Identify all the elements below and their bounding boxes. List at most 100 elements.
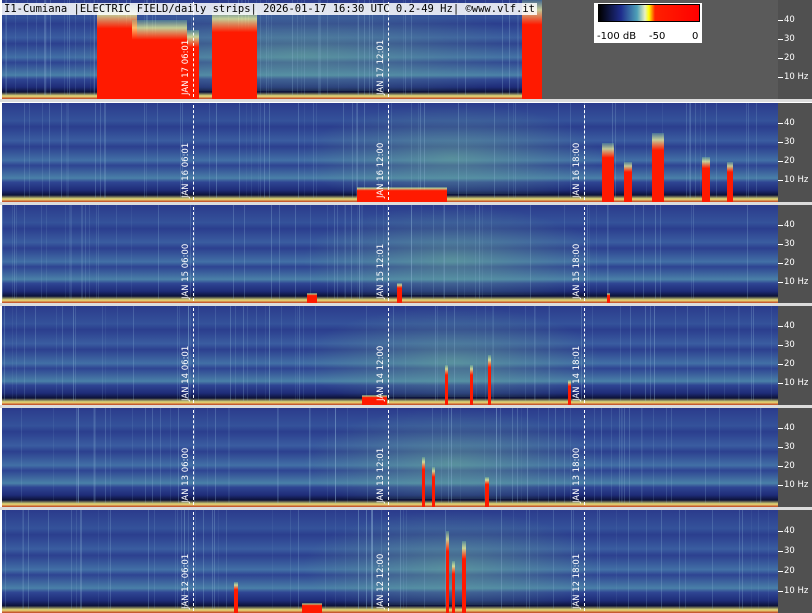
noise-streak (66, 103, 67, 198)
noise-streak (268, 0, 269, 95)
noise-streak (243, 306, 244, 401)
noise-streak (534, 306, 535, 401)
noise-streak (482, 510, 483, 609)
noise-streak (457, 205, 458, 299)
noise-streak (158, 205, 159, 299)
noise-streak (116, 205, 117, 299)
noise-streak (357, 205, 358, 299)
noise-streak (44, 0, 45, 95)
noise-streak (364, 0, 365, 95)
noise-streak (15, 0, 16, 95)
noise-streak (214, 510, 215, 609)
noise-streak (146, 103, 147, 198)
colorbar-label-min: -100 dB (597, 31, 637, 42)
noise-streak (509, 0, 510, 95)
noise-streak (587, 205, 588, 299)
noise-streak (693, 205, 694, 299)
noise-streak (258, 103, 259, 198)
time-marker-line (584, 512, 585, 611)
noise-streak (362, 205, 363, 299)
noise-streak (110, 510, 111, 609)
noise-streak (624, 408, 625, 503)
noise-streak (712, 510, 713, 609)
noise-streak (195, 510, 196, 609)
noise-streak (494, 103, 495, 198)
chart-title: I1-Cumiana |ELECTRIC FIELD/daily strips|… (2, 3, 538, 15)
noise-streak (451, 408, 452, 503)
noise-streak (599, 510, 600, 609)
frequency-tick (778, 142, 783, 143)
noise-streak (465, 0, 466, 95)
noise-streak (622, 408, 623, 503)
noise-streak (381, 510, 382, 609)
noise-streak (607, 205, 608, 299)
noise-streak (746, 103, 747, 198)
noise-streak (2, 205, 3, 299)
noise-streak (359, 205, 360, 299)
noise-streak (295, 306, 296, 401)
noise-streak (553, 510, 554, 609)
noise-streak (62, 306, 63, 401)
noise-streak (564, 205, 565, 299)
noise-streak (67, 103, 68, 198)
noise-streak (687, 306, 688, 401)
frequency-tick (778, 571, 783, 572)
strip-separator (0, 202, 812, 205)
noise-streak (485, 306, 486, 401)
noise-streak (269, 103, 270, 198)
noise-streak (624, 103, 625, 198)
noise-streak (105, 306, 106, 401)
noise-streak (364, 0, 365, 95)
noise-streak (194, 408, 195, 503)
noise-streak (356, 103, 357, 198)
time-marker-label: JAN 16 06:01 (181, 142, 191, 198)
noise-streak (537, 510, 538, 609)
noise-streak (24, 205, 25, 299)
frequency-tick (778, 485, 783, 486)
noise-streak (549, 306, 550, 401)
noise-streak (319, 0, 320, 95)
red-burst (485, 477, 489, 507)
time-marker-line (388, 2, 389, 97)
noise-streak (695, 103, 696, 198)
noise-streak (68, 103, 69, 198)
time-marker-label: JAN 12 06:01 (181, 553, 191, 609)
noise-streak (73, 306, 74, 401)
frequency-tick (778, 591, 783, 592)
frequency-tick (778, 383, 783, 384)
frequency-tick-label: 20 (784, 566, 795, 576)
noise-streak (71, 510, 72, 609)
noise-streak (12, 205, 13, 299)
noise-streak (457, 0, 458, 95)
frequency-tick (778, 58, 783, 59)
noise-streak (299, 306, 300, 401)
red-burst (702, 157, 710, 202)
noise-streak (451, 408, 452, 503)
noise-streak (209, 103, 210, 198)
red-burst (432, 467, 435, 507)
noise-streak (691, 205, 692, 299)
time-marker-line (584, 410, 585, 505)
strip-separator (0, 405, 812, 408)
noise-streak (228, 408, 229, 503)
noise-streak (304, 0, 305, 95)
noise-streak (16, 306, 17, 401)
noise-streak (712, 510, 713, 609)
noise-streak (376, 205, 377, 299)
frequency-tick-label: 20 (784, 156, 795, 166)
noise-streak (265, 306, 266, 401)
frequency-tick (778, 345, 783, 346)
time-marker-label: JAN 12 18:01 (572, 553, 582, 609)
red-burst (470, 365, 473, 405)
time-marker-label: JAN 14 12:00 (376, 345, 386, 401)
noise-streak (366, 510, 367, 609)
noise-streak (366, 306, 367, 401)
noise-streak (157, 103, 158, 198)
noise-streak (411, 205, 412, 299)
noise-streak (753, 306, 754, 401)
noise-streak (479, 205, 480, 299)
noise-streak (5, 0, 6, 95)
noise-streak (260, 103, 261, 198)
noise-streak (435, 306, 436, 401)
noise-streak (85, 205, 86, 299)
